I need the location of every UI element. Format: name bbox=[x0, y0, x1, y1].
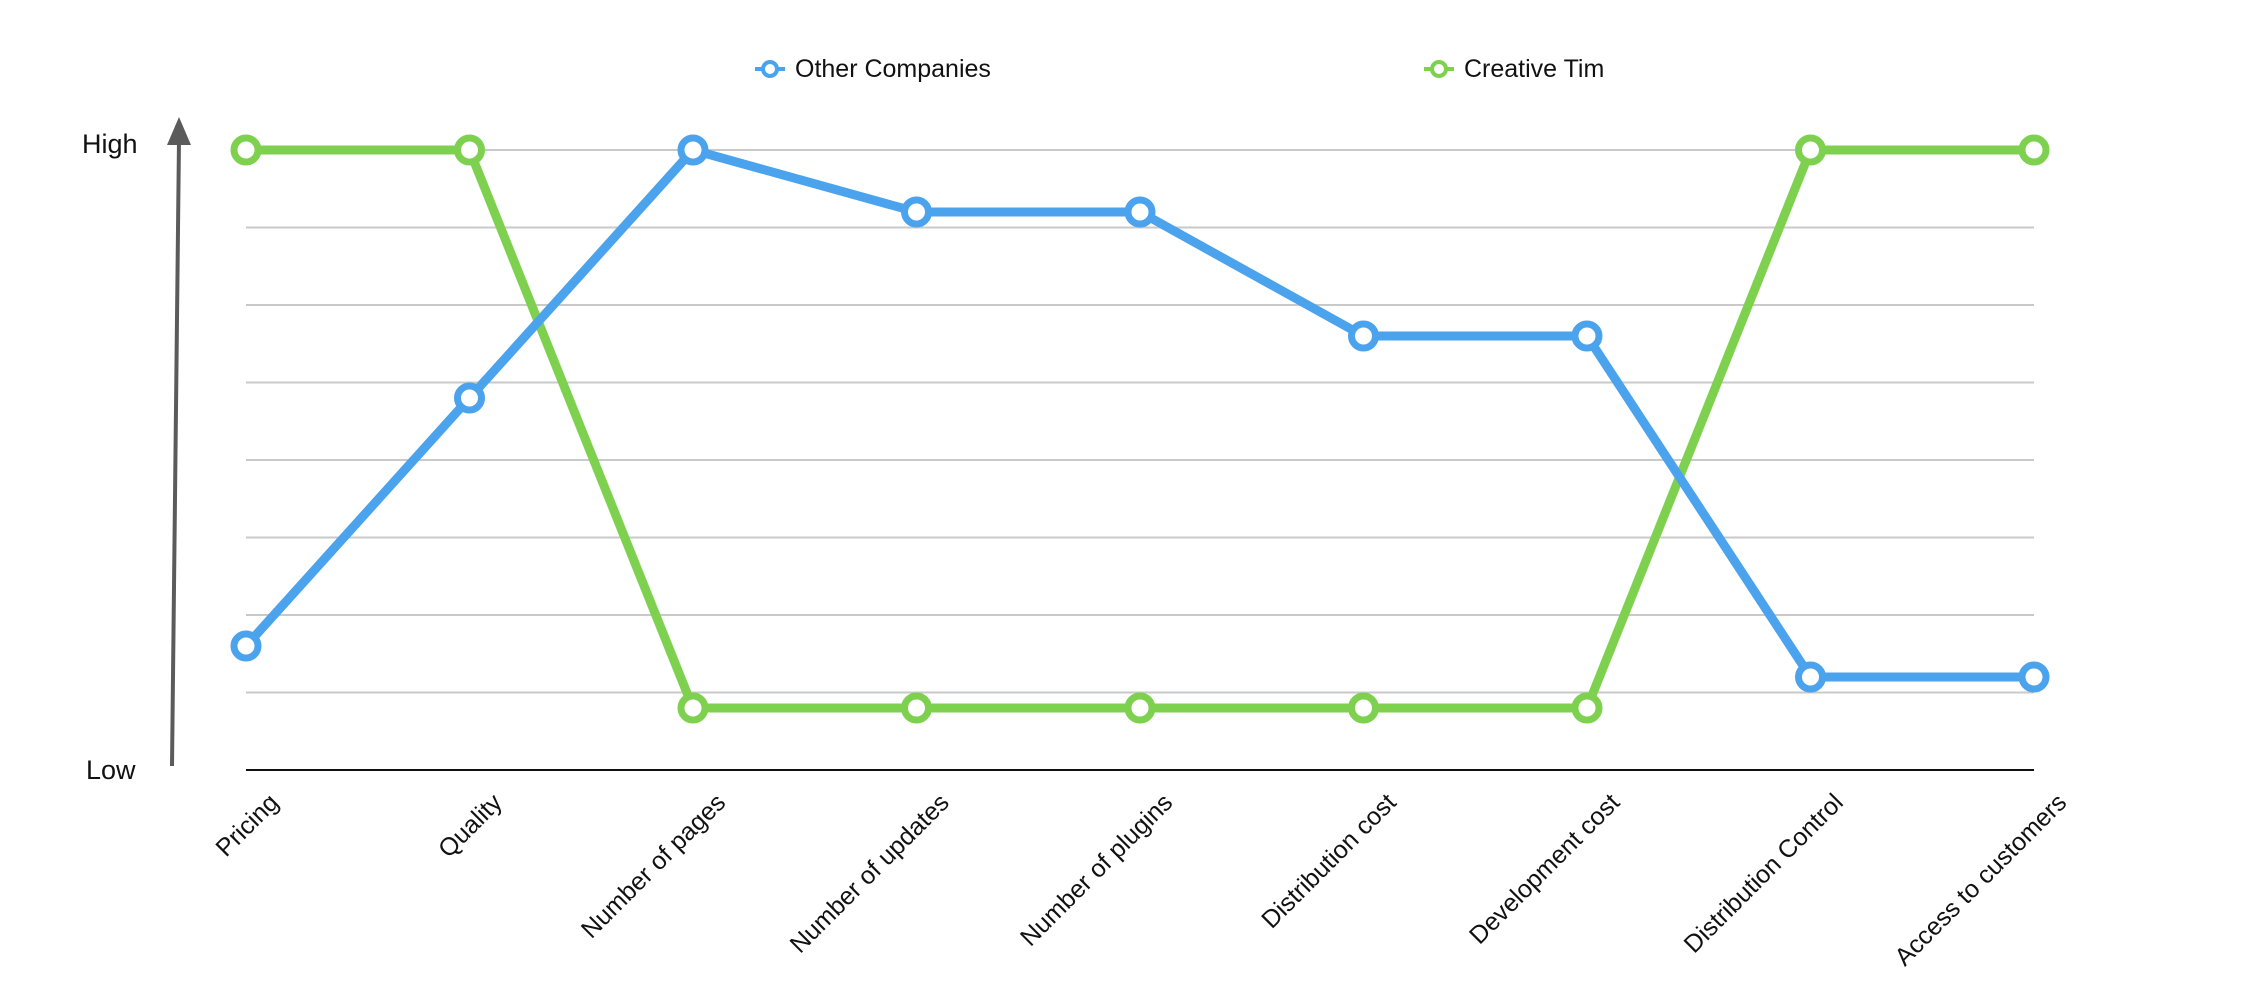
y-axis-label-low: Low bbox=[86, 755, 136, 785]
legend: Other Companies Creative Tim bbox=[755, 55, 1604, 83]
series-creative-tim bbox=[230, 134, 2050, 724]
legend-item-creative-tim[interactable]: Creative Tim bbox=[1424, 55, 1604, 83]
data-point-creative-tim[interactable] bbox=[1348, 692, 1379, 724]
data-point-other-companies[interactable] bbox=[1795, 661, 1826, 693]
data-point-creative-tim[interactable] bbox=[454, 134, 485, 166]
x-tick-label: Quality bbox=[433, 788, 508, 863]
data-point-other-companies[interactable] bbox=[230, 630, 262, 662]
data-point-other-companies[interactable] bbox=[454, 382, 485, 414]
legend-swatch-marker bbox=[1430, 60, 1448, 78]
x-tick-label: Distribution cost bbox=[1256, 788, 1402, 934]
legend-item-other-companies[interactable]: Other Companies bbox=[755, 55, 991, 83]
data-point-other-companies[interactable] bbox=[2018, 661, 2050, 693]
x-tick-label: Pricing bbox=[210, 788, 284, 862]
x-tick-label: Number of plugins bbox=[1015, 788, 1178, 951]
data-point-creative-tim[interactable] bbox=[1571, 692, 1603, 724]
y-axis-arrowhead bbox=[167, 117, 191, 145]
data-point-creative-tim[interactable] bbox=[1124, 692, 1156, 724]
series-line-creative-tim bbox=[241, 145, 2039, 713]
data-point-other-companies[interactable] bbox=[1571, 320, 1603, 352]
y-axis-arrow-line bbox=[170, 139, 181, 767]
data-point-creative-tim[interactable] bbox=[901, 692, 932, 724]
series-lines bbox=[230, 134, 2050, 724]
legend-swatch-marker bbox=[761, 60, 779, 78]
legend-label-creative-tim: Creative Tim bbox=[1464, 55, 1604, 83]
series-other-companies bbox=[230, 134, 2050, 693]
data-point-other-companies[interactable] bbox=[677, 134, 709, 166]
data-point-creative-tim[interactable] bbox=[1795, 134, 1826, 166]
x-tick-label: Access to customers bbox=[1889, 788, 2072, 971]
series-line-other-companies bbox=[241, 145, 2039, 682]
y-axis: High Low bbox=[82, 117, 191, 785]
data-point-creative-tim[interactable] bbox=[2018, 134, 2050, 166]
x-tick-label: Number of updates bbox=[785, 788, 955, 958]
data-point-creative-tim[interactable] bbox=[677, 692, 709, 724]
y-axis-label-high: High bbox=[82, 129, 138, 159]
x-tick-label: Distribution Control bbox=[1679, 788, 1849, 958]
data-point-other-companies[interactable] bbox=[1348, 320, 1379, 352]
legend-label-other-companies: Other Companies bbox=[795, 55, 991, 83]
data-point-other-companies[interactable] bbox=[1124, 196, 1156, 228]
x-tick-labels: Pricing Quality Number of pages Number of u… bbox=[210, 788, 2072, 971]
data-point-other-companies[interactable] bbox=[901, 196, 932, 228]
data-point-creative-tim[interactable] bbox=[230, 134, 262, 166]
x-tick-label: Number of pages bbox=[576, 788, 731, 943]
x-tick-label: Development cost bbox=[1464, 788, 1625, 949]
